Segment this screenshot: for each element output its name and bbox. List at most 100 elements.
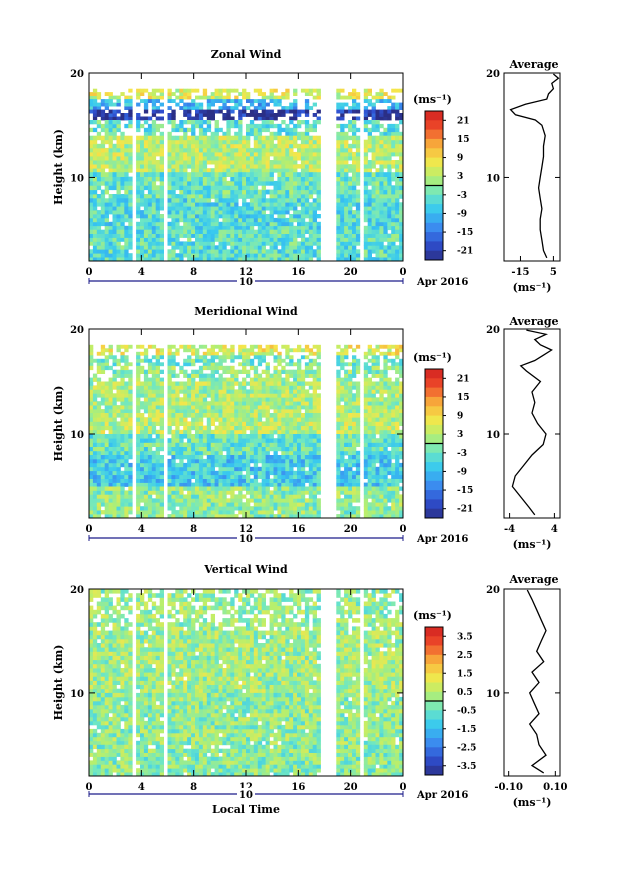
heatmap-cell: [128, 385, 133, 390]
heatmap-cell: [293, 131, 298, 137]
heatmap-cell: [253, 214, 259, 219]
heatmap-cell: [395, 389, 400, 394]
heatmap-cell: [234, 249, 239, 254]
heatmap-cell: [96, 106, 102, 110]
heatmap-cell: [202, 225, 208, 231]
heatmap-cell: [171, 358, 176, 363]
heatmap-cell: [147, 189, 153, 195]
heatmap-cell: [128, 229, 133, 234]
heatmap-cell: [89, 189, 94, 195]
heatmap-cell: [108, 253, 113, 258]
heatmap-cell: [104, 102, 109, 107]
heatmap-cell: [175, 405, 180, 410]
heatmap-cell: [183, 233, 188, 238]
heatmap-cell: [249, 362, 255, 367]
heatmap-cell: [257, 413, 263, 418]
heatmap-cell: [143, 389, 149, 394]
heatmap-cell: [191, 241, 196, 246]
heatmap-cell: [300, 405, 306, 410]
heatmap-cell: [198, 127, 204, 133]
heatmap-cell: [151, 405, 157, 410]
heatmap-cell: [128, 206, 133, 211]
heatmap-cell: [387, 466, 392, 472]
heatmap-cell: [222, 358, 227, 363]
heatmap-cell: [191, 249, 196, 254]
heatmap-cell: [375, 151, 380, 157]
heatmap-cell: [202, 253, 208, 258]
heatmap-cell: [375, 99, 380, 103]
heatmap-cell: [285, 131, 290, 137]
heatmap-cell: [257, 377, 263, 382]
heatmap-cell: [348, 466, 353, 472]
heatmap-cell: [226, 172, 231, 177]
heatmap-cell: [395, 482, 400, 487]
heatmap-cell: [249, 198, 255, 203]
heatmap-cell: [96, 369, 102, 374]
heatmap-cell: [269, 393, 274, 398]
heatmap-cell: [367, 257, 372, 262]
heatmap-cell: [289, 474, 294, 479]
heatmap-cell: [183, 401, 188, 406]
heatmap-cell: [112, 253, 117, 258]
heatmap-cell: [171, 257, 176, 262]
heatmap-cell: [344, 351, 349, 356]
heatmap-cell: [348, 147, 353, 153]
heatmap-cell: [289, 245, 294, 250]
heatmap-cell: [183, 143, 188, 149]
heatmap-cell: [391, 446, 396, 452]
heatmap-cell: [124, 365, 129, 371]
heatmap-cell: [399, 381, 404, 386]
heatmap-cell: [226, 123, 231, 129]
heatmap-cell: [289, 116, 294, 121]
heatmap-cell: [234, 160, 239, 165]
heatmap-cell: [222, 446, 227, 452]
heatmap-cell: [218, 466, 223, 472]
heatmap-cell: [304, 446, 310, 452]
heatmap-cell: [147, 127, 153, 133]
heatmap-cell: [285, 425, 290, 431]
heatmap-cell: [277, 470, 282, 476]
heatmap-cell: [391, 185, 396, 191]
heatmap-cell: [285, 373, 290, 378]
heatmap-cell: [187, 113, 192, 117]
month-label: Apr 2016: [416, 277, 468, 288]
heatmap-cell: [143, 102, 149, 107]
heatmap-cell: [108, 434, 113, 439]
heatmap-cell: [375, 168, 380, 173]
heatmap-cell: [238, 151, 243, 157]
heatmap-cell: [300, 233, 306, 238]
heatmap-cell: [143, 397, 149, 402]
heatmap-cell: [234, 151, 239, 157]
heatmap-cell: [100, 109, 106, 114]
heatmap-cell: [379, 450, 384, 456]
heatmap-cell: [379, 172, 384, 177]
heatmap-cell: [273, 143, 278, 149]
heatmap-cell: [355, 229, 361, 234]
heatmap-cell: [230, 446, 235, 452]
heatmap-cell: [371, 102, 376, 107]
heatmap-cell: [399, 389, 404, 394]
heatmap-cell: [147, 214, 153, 219]
heatmap-cell: [112, 446, 117, 452]
heatmap-cell: [300, 160, 306, 165]
heatmap-cell: [167, 106, 172, 110]
heatmap-cell: [191, 409, 196, 414]
heatmap-cell: [195, 198, 200, 203]
heatmap-cell: [277, 206, 282, 211]
heatmap-cell: [285, 362, 290, 367]
heatmap-cell: [112, 245, 117, 250]
heatmap-cell: [399, 143, 404, 149]
heatmap-cell: [89, 253, 94, 258]
heatmap-cell: [100, 229, 106, 234]
heatmap-cell: [391, 109, 396, 114]
heatmap-cell: [222, 389, 227, 394]
heatmap-cell: [261, 450, 266, 456]
heatmap-cell: [108, 127, 113, 133]
heatmap-cell: [352, 198, 357, 203]
heatmap-cell: [151, 397, 157, 402]
heatmap-cell: [195, 253, 200, 258]
heatmap-cell: [136, 245, 141, 250]
heatmap-cell: [391, 160, 396, 165]
heatmap-cell: [155, 377, 160, 382]
heatmap-cell: [198, 151, 204, 157]
